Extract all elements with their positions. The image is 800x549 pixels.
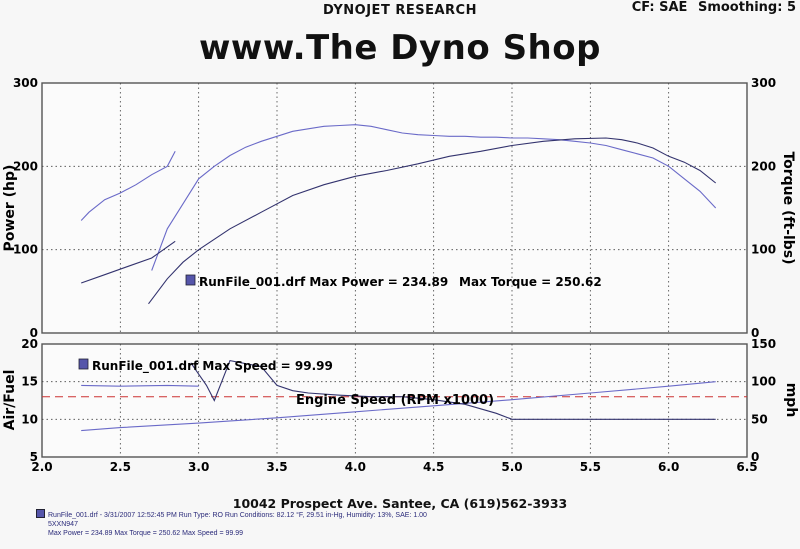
lower-y-right-tick: 150 [751,337,776,351]
x-axis-label: Engine Speed (RPM x1000) [296,393,494,408]
correction-factor: CF: SAE [631,0,688,15]
x-tick-label: 3.5 [266,460,287,474]
lower-y-right-tick: 0 [751,450,759,464]
upper-y-right-tick: 200 [751,159,776,173]
lower-legend-swatch [78,358,89,370]
lower-plot-frame [41,343,748,458]
lower-y-left-tick: 10 [21,412,38,426]
afr-curve [190,359,716,420]
torque-curve [148,137,717,305]
smoothing-level: Smoothing: 5 [697,0,796,15]
x-tick-label: 4.0 [345,460,366,474]
run-info-line: RunFile_001.drf - 3/31/2007 12:52:45 PM … [36,509,427,520]
upper-y-left-tick: 0 [30,326,38,340]
speed-curve [81,381,716,432]
lower-y-right-tick: 50 [751,412,768,426]
lower-y-right-tick: 100 [751,375,776,389]
upper-y-right-tick: 100 [751,243,776,257]
run-id: 5XXN947 [48,521,78,528]
x-tick-label: 6.0 [658,460,679,474]
lower-y-left-tick: 20 [21,337,38,351]
settings-readout: CF: SAE Smoothing: 5 [626,0,796,15]
lower-legend-speed: RunFile_001.drf Max Speed = 99.99 [92,359,333,374]
upper-y-left-tick: 300 [13,76,38,90]
x-tick-label: 2.5 [110,460,131,474]
x-tick-label: 5.5 [580,460,601,474]
upper-y-right-tick: 0 [751,326,759,340]
power-curve [151,124,717,271]
x-tick-label: 3.0 [188,460,209,474]
afr_low-curve [81,384,199,387]
x-tick-label: 5.0 [501,460,522,474]
lower-y-left-label: Air/Fuel [2,370,18,431]
run-summary: Max Power = 234.89 Max Torque = 250.62 M… [48,530,244,537]
upper-legend-power: RunFile_001.drf Max Power = 234.89 [199,275,448,290]
upper-y-right-label: Torque (ft-lbs) [780,151,796,264]
upper-y-left-label: Power (hp) [2,165,18,252]
run-swatch [36,509,45,518]
upper-series [80,124,717,305]
lower-y-right-label: mph [783,383,799,418]
upper-plot-frame [41,82,748,334]
company-header: DYNOJET RESEARCH [323,3,477,18]
power_low-curve [80,151,176,221]
page-title: www.The Dyno Shop [199,28,601,68]
x-tick-label: 2.0 [31,460,52,474]
torque_low-curve [81,240,176,284]
lower-grid [42,344,747,457]
upper-y-left-tick: 100 [13,243,38,257]
lower-series [42,359,747,432]
lower-y-left-tick: 5 [30,450,38,464]
upper-legend-torque: Max Torque = 250.62 [459,275,602,289]
upper-y-right-tick: 300 [751,76,776,90]
run-info: RunFile_001.drf - 3/31/2007 12:52:45 PM … [36,509,427,538]
axis-ticks: 2.0 2.5 3.0 3.5 4.0 4.5 5.0 5.5 6.0 6.50100200300… [13,76,776,474]
lower-y-left-tick: 15 [21,375,38,389]
x-tick-label: 4.5 [423,460,444,474]
x-tick-label: 6.5 [736,460,757,474]
shop-address: 10042 Prospect Ave. Santee, CA (619)562-… [232,496,568,511]
upper-y-left-tick: 200 [13,159,38,173]
upper-legend-swatch [185,274,196,286]
